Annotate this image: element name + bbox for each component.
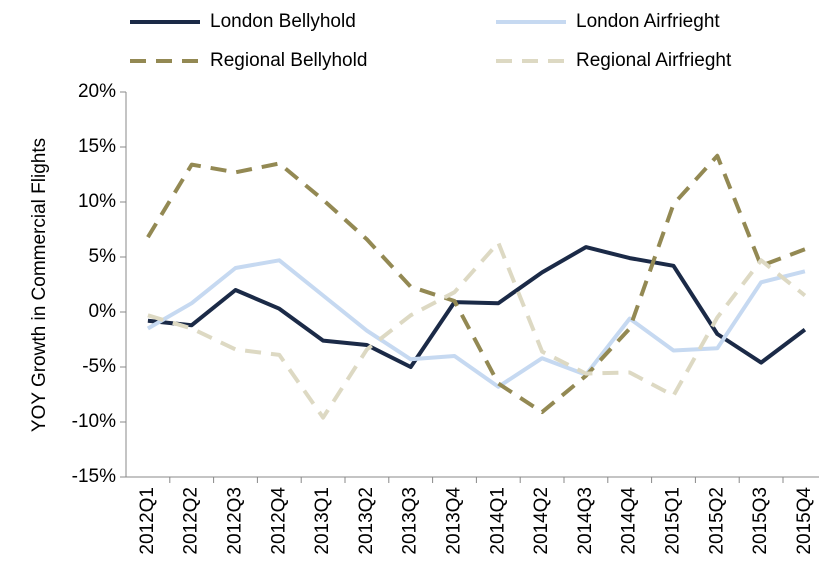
x-tick-label: 2013Q1: [312, 487, 333, 555]
x-tick-label: 2014Q3: [575, 487, 596, 555]
y-tick-label: -15%: [72, 466, 116, 487]
y-tick-label: 20%: [78, 81, 116, 102]
x-tick-label: 2013Q2: [356, 487, 377, 555]
y-axis-title: YOY Growth in Commercial Flights: [29, 138, 50, 432]
x-tick-label: 2014Q1: [487, 487, 508, 555]
x-tick-label: 2012Q1: [137, 487, 158, 555]
y-tick-label: -10%: [72, 411, 116, 432]
x-tick-label: 2014Q4: [619, 487, 640, 555]
y-tick-label: 0%: [89, 301, 117, 322]
x-tick-label: 2013Q4: [444, 487, 465, 555]
y-tick-label: 10%: [78, 191, 116, 212]
x-tick-label: 2012Q4: [268, 487, 289, 555]
series-line: [147, 240, 807, 420]
y-tick-label: 5%: [89, 246, 117, 267]
legend-label: London Bellyhold: [210, 11, 356, 32]
x-tick-label: 2014Q2: [531, 487, 552, 555]
x-tick-label: 2012Q3: [225, 487, 246, 555]
x-tick-label: 2013Q3: [400, 487, 421, 555]
x-tick-label: 2015Q1: [663, 487, 684, 555]
y-tick-label: -5%: [82, 356, 116, 377]
x-tick-label: 2015Q2: [706, 487, 727, 555]
series-line: [146, 153, 806, 415]
x-tick-label: 2015Q3: [750, 487, 771, 555]
legend-label: London Airfrieght: [576, 11, 720, 32]
y-tick-label: 15%: [78, 136, 116, 157]
legend-label: Regional Bellyhold: [210, 50, 367, 71]
x-tick-label: 2012Q2: [181, 487, 202, 555]
legend-label: Regional Airfrieght: [576, 50, 732, 71]
series-line: [146, 258, 806, 389]
series-line: [147, 245, 807, 369]
x-tick-label: 2015Q4: [794, 487, 815, 555]
